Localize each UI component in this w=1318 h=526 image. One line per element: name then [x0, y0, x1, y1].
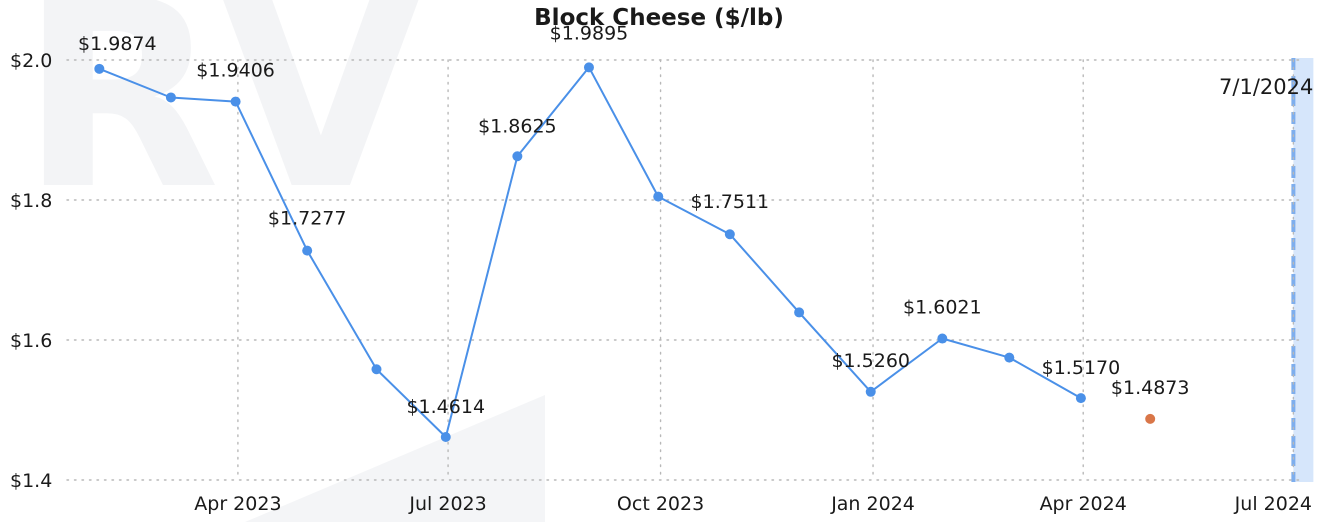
data-point-0-1 — [165, 92, 176, 103]
watermark-shape — [245, 395, 545, 522]
data-point-0-13 — [1004, 352, 1015, 363]
x-tick-label-5: Jul 2024 — [1234, 493, 1312, 515]
data-label-1-0: $1.4873 — [1111, 377, 1190, 399]
y-tick-label-3: $2.0 — [10, 50, 52, 72]
data-label-0-2: $1.9406 — [196, 60, 275, 82]
data-point-0-5 — [440, 432, 451, 443]
data-point-0-8 — [653, 191, 664, 202]
date-marker-label: 7/1/2024 — [1219, 75, 1313, 99]
highlight-band-layer — [1291, 58, 1314, 482]
data-point-0-2 — [230, 96, 241, 107]
y-tick-label-1: $1.6 — [10, 330, 52, 352]
y-tick-label-0: $1.4 — [10, 470, 52, 492]
data-label-0-7: $1.9895 — [550, 22, 629, 44]
data-labels: 7/1/2024 $1.9874 $1.9406 $1.7277 $1.4614 $1.8… — [78, 22, 1313, 418]
series-line-0 — [98, 66, 1082, 438]
data-point-1-0 — [1145, 413, 1156, 424]
date-highlight-band — [1293, 58, 1314, 482]
data-label-0-14: $1.5170 — [1042, 357, 1121, 379]
x-tick-label-0: Apr 2023 — [194, 493, 281, 515]
data-label-0-12: $1.6021 — [903, 297, 982, 319]
data-point-0-3 — [302, 245, 313, 256]
watermark: RV — [20, 0, 545, 522]
axis-labels: $1.4 $1.6 $1.8 $2.0 Apr 2023 Jul 2023 Oct 2023… — [10, 50, 1312, 515]
x-tick-label-4: Apr 2024 — [1040, 493, 1127, 515]
data-point-0-10 — [794, 307, 805, 318]
y-tick-label-2: $1.8 — [10, 190, 52, 212]
data-label-0-9: $1.7511 — [691, 191, 770, 213]
data-label-0-6: $1.8625 — [478, 115, 557, 137]
x-tick-label-2: Oct 2023 — [617, 493, 704, 515]
data-label-0-5: $1.4614 — [406, 396, 485, 418]
data-point-0-11 — [865, 386, 876, 397]
gridlines — [66, 59, 1301, 481]
series-lines — [98, 66, 1082, 438]
chart-title: Block Cheese ($/lb) — [534, 5, 784, 31]
data-point-0-12 — [937, 333, 948, 344]
data-points — [94, 62, 1156, 443]
data-label-0-3: $1.7277 — [268, 208, 347, 230]
x-tick-label-3: Jan 2024 — [830, 493, 915, 515]
watermark-text: RV — [20, 0, 423, 247]
data-point-0-9 — [724, 229, 735, 240]
data-label-0-0: $1.9874 — [78, 33, 157, 55]
data-point-0-6 — [512, 151, 523, 162]
data-point-0-14 — [1075, 393, 1086, 404]
x-tick-label-1: Jul 2023 — [408, 493, 486, 515]
data-point-0-7 — [583, 62, 594, 73]
data-point-0-0 — [94, 63, 105, 74]
data-label-0-11: $1.5260 — [831, 350, 910, 372]
data-point-0-4 — [371, 364, 382, 375]
